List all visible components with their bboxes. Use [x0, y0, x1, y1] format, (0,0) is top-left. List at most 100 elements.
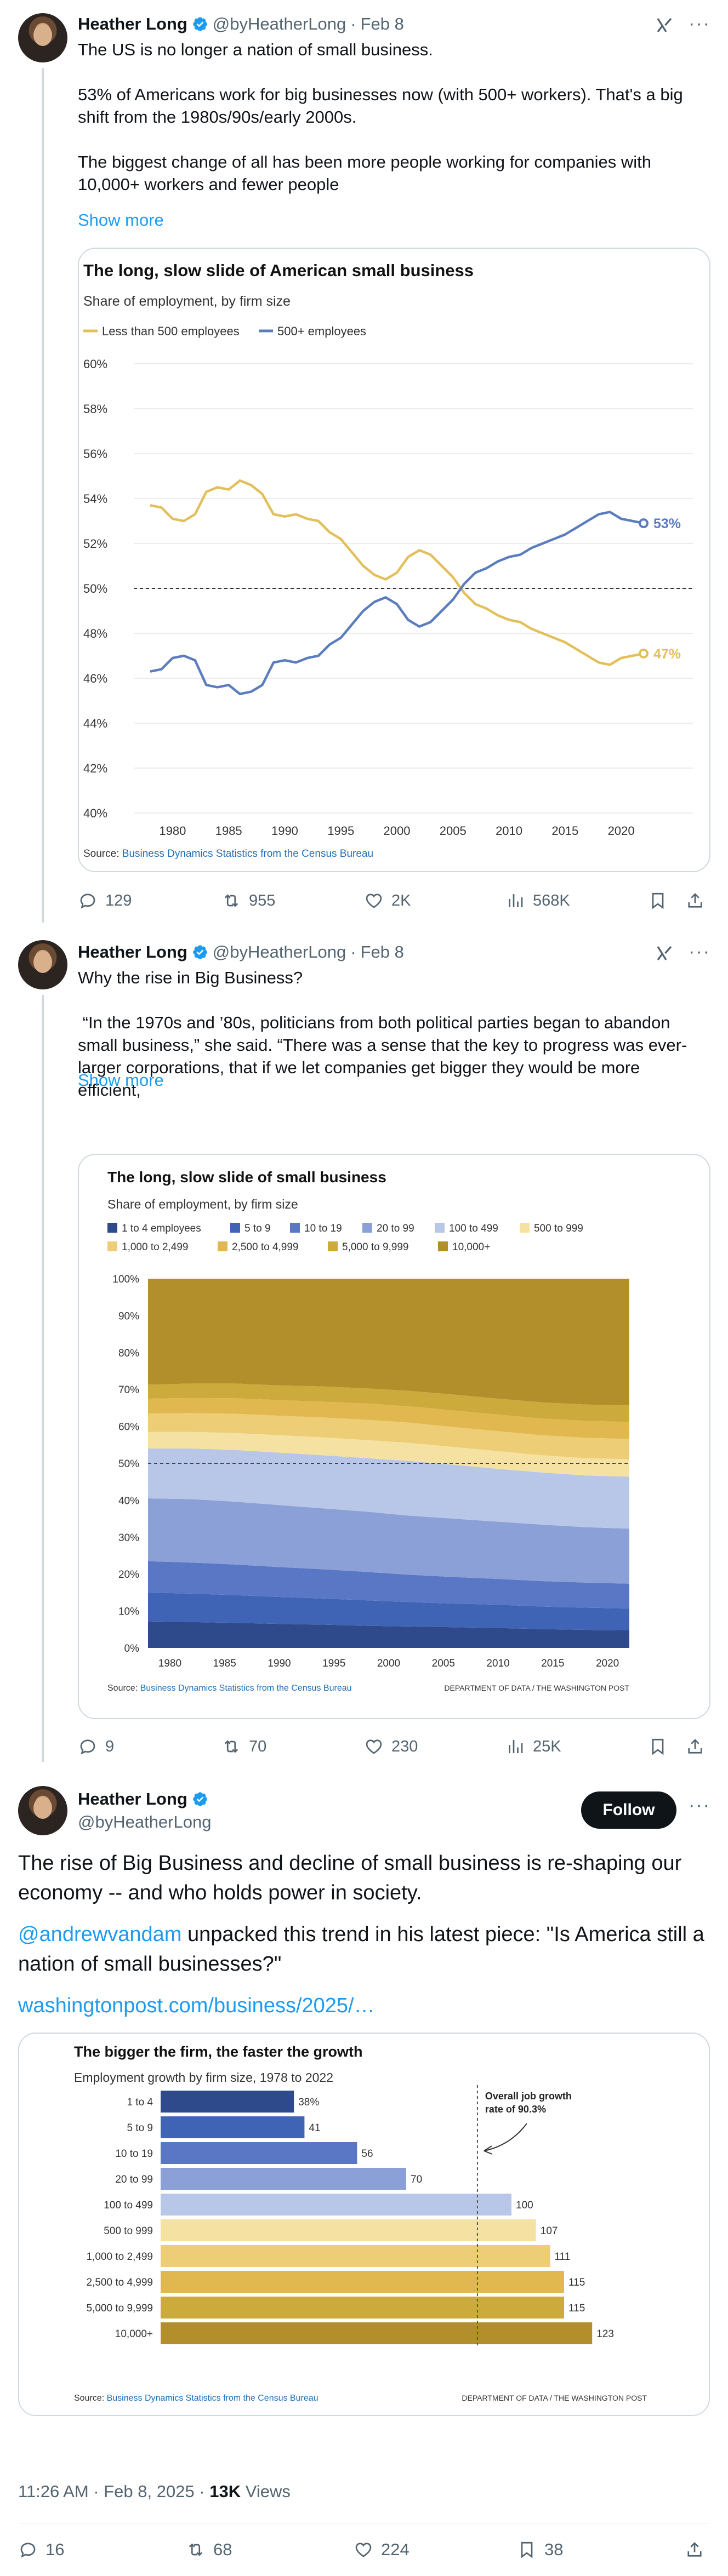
legend-item: 1,000 to 2,499 — [122, 1241, 189, 1253]
author-name[interactable]: Heather Long — [78, 942, 187, 961]
x-tick-label: 1995 — [327, 824, 354, 838]
category-label: 1 to 4 — [127, 2097, 153, 2108]
reply-button[interactable]: 9 — [78, 1737, 114, 1756]
mention-link[interactable]: @andrewvandam — [18, 1923, 182, 1946]
y-tick-label: 58% — [83, 402, 107, 416]
category-label: 1,000 to 2,499 — [87, 2251, 153, 2263]
author-handle[interactable]: @byHeatherLong — [212, 942, 346, 961]
tweet-date[interactable]: Feb 8 — [360, 14, 404, 33]
legend-item: 500+ employees — [277, 324, 366, 338]
value-label: 107 — [541, 2225, 558, 2237]
avatar[interactable] — [18, 13, 67, 62]
x-tick-label: 2015 — [551, 824, 578, 838]
chart-card[interactable]: The long, slow slide of small business Sh… — [78, 1154, 710, 1719]
x-tick-label: 1990 — [271, 824, 298, 838]
views-label: Views — [241, 2482, 291, 2501]
value-label: 56 — [361, 2148, 373, 2160]
legend-swatch — [435, 1223, 445, 1233]
repost-count: 70 — [249, 1737, 267, 1755]
bookmark-button[interactable]: 38 — [517, 2540, 563, 2560]
timestamp[interactable]: 11:26 AM · Feb 8, 2025 · — [18, 2482, 210, 2501]
chart-card[interactable]: The bigger the firm, the faster the grow… — [18, 2033, 710, 2416]
legend-swatch — [438, 1241, 448, 1251]
grok-icon[interactable] — [655, 943, 674, 963]
more-options-icon[interactable]: ··· — [689, 1795, 710, 1816]
author-handle[interactable]: @byHeatherLong — [78, 1812, 212, 1831]
share-button[interactable] — [685, 2540, 704, 2560]
y-tick-label: 56% — [83, 447, 107, 461]
like-button[interactable]: 224 — [354, 2540, 410, 2560]
like-button[interactable]: 2K — [364, 891, 411, 911]
x-tick-label: 2000 — [384, 824, 411, 838]
bar — [161, 2271, 564, 2293]
area-band — [148, 1592, 629, 1630]
like-button[interactable]: 230 — [364, 1737, 418, 1756]
reply-button[interactable]: 16 — [18, 2540, 64, 2560]
grok-icon[interactable] — [655, 15, 674, 35]
line-chart: The long, slow slide of American small b… — [83, 261, 693, 860]
author-name[interactable]: Heather Long — [78, 1789, 187, 1808]
tweet-1[interactable]: Heather Long @byHeatherLong · Feb 8 ··· … — [0, 0, 728, 931]
category-label: 10,000+ — [115, 2328, 153, 2340]
show-more-link[interactable]: Show more — [78, 1071, 164, 1090]
reply-count: 129 — [105, 891, 132, 909]
like-count: 224 — [381, 2540, 410, 2559]
avatar[interactable] — [18, 1786, 67, 1835]
repost-button[interactable]: 955 — [221, 891, 275, 911]
x-tick-label: 1980 — [159, 824, 186, 838]
reply-button[interactable]: 129 — [78, 891, 132, 911]
source-link[interactable]: Business Dynamics Statistics from the Ce… — [122, 848, 373, 860]
repost-button[interactable]: 68 — [186, 2540, 232, 2560]
avatar[interactable] — [18, 940, 67, 989]
author-name[interactable]: Heather Long — [78, 14, 187, 33]
views-button[interactable]: 568K — [505, 891, 570, 911]
legend-item: 500 to 999 — [534, 1223, 583, 1234]
chart-card[interactable]: The long, slow slide of American small b… — [78, 248, 710, 872]
verified-badge-icon — [192, 945, 207, 959]
value-label: 41 — [309, 2122, 320, 2134]
annotation-line-2: rate of 90.3% — [485, 2104, 546, 2115]
show-more-link[interactable]: Show more — [78, 210, 164, 230]
repost-count: 955 — [249, 891, 276, 909]
value-label: 70 — [411, 2174, 422, 2185]
bookmark-count: 38 — [544, 2540, 564, 2559]
legend-item: 10 to 19 — [304, 1223, 342, 1234]
repost-button[interactable]: 70 — [221, 1737, 266, 1756]
reply-icon — [20, 2543, 36, 2558]
series-line — [150, 479, 644, 666]
legend-item: 5,000 to 9,999 — [342, 1241, 409, 1253]
source-link[interactable]: Business Dynamics Statistics from the Ce… — [140, 1684, 352, 1693]
series-end-point — [639, 648, 649, 659]
share-icon[interactable] — [685, 891, 705, 911]
action-bar: 9 70 230 25K — [78, 1734, 710, 1759]
tweet-date[interactable]: Feb 8 — [360, 942, 404, 961]
source-link[interactable]: Business Dynamics Statistics from the Ce… — [107, 2394, 318, 2403]
tweet-paragraph-1: The rise of Big Business and decline of … — [18, 1852, 682, 1904]
thread-line — [42, 68, 44, 923]
bookmark-icon[interactable] — [648, 891, 668, 911]
author-handle[interactable]: @byHeatherLong — [212, 14, 346, 33]
verified-badge-icon — [192, 1792, 207, 1806]
share-icon[interactable] — [685, 1737, 705, 1756]
stacked-area-chart: The long, slow slide of small business Sh… — [107, 1169, 629, 1693]
y-tick-label: 48% — [83, 627, 107, 640]
tweet-2[interactable]: Heather Long @byHeatherLong · Feb 8 ··· … — [0, 931, 728, 1775]
x-tick-label: 2005 — [440, 824, 467, 838]
article-url-link[interactable]: washingtonpost.com/business/2025/… — [18, 1994, 375, 2017]
more-options-icon[interactable]: ··· — [689, 13, 710, 34]
views-button[interactable]: 25K — [505, 1737, 561, 1756]
category-label: 5,000 to 9,999 — [87, 2303, 153, 2314]
category-label: 20 to 99 — [115, 2174, 153, 2185]
tweet-text: The US is no longer a nation of small bu… — [78, 40, 683, 194]
chart-title: The bigger the firm, the faster the grow… — [74, 2043, 363, 2060]
y-tick-label: 10% — [118, 1606, 139, 1618]
chart-title: The long, slow slide of small business — [107, 1169, 386, 1186]
chart-credit: DEPARTMENT OF DATA / THE WASHINGTON POST — [444, 1684, 629, 1692]
bookmark-icon[interactable] — [648, 1737, 668, 1756]
legend-swatch — [328, 1241, 338, 1251]
more-options-icon[interactable]: ··· — [689, 941, 710, 962]
tweet-paragraph-2: @andrewvandam unpacked this trend in his… — [18, 1920, 710, 1979]
value-label: 38% — [298, 2097, 319, 2108]
y-tick-label: 40% — [118, 1495, 139, 1507]
follow-button[interactable]: Follow — [581, 1791, 676, 1829]
